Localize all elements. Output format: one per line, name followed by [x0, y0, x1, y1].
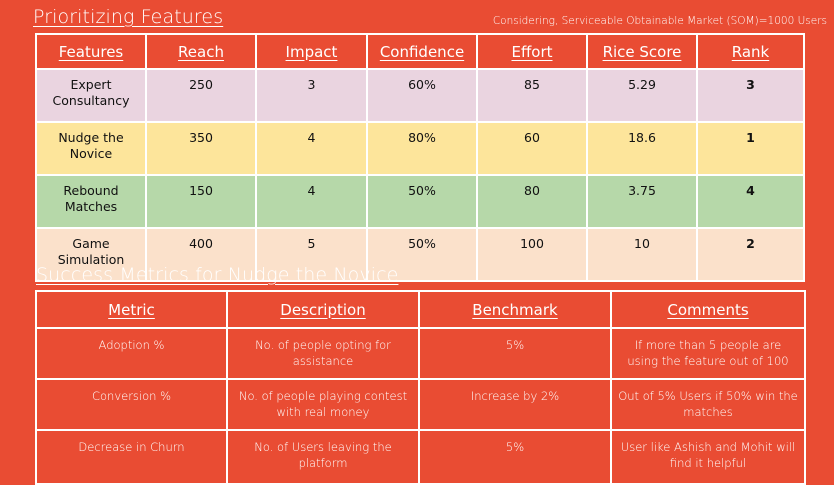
- effort-cell: 60: [476, 121, 588, 176]
- header-rank: Rank: [696, 33, 805, 70]
- feature-row: Rebound Matches 150 4 50% 80 3.75 4: [35, 174, 805, 229]
- benchmark-cell: 5%: [418, 327, 612, 380]
- header-description: Description: [226, 290, 420, 329]
- effort-cell: 100: [476, 227, 588, 282]
- comments-cell: Out of 5% Users if 50% win the matches: [610, 378, 806, 431]
- header-features: Features: [35, 33, 147, 70]
- header-effort: Effort: [476, 33, 588, 70]
- header-comments: Comments: [610, 290, 806, 329]
- rice-score-cell: 3.75: [586, 174, 698, 229]
- header-benchmark: Benchmark: [418, 290, 612, 329]
- confidence-cell: 50%: [366, 174, 478, 229]
- reach-cell: 250: [145, 68, 257, 123]
- metrics-table: Metric Description Benchmark Comments Ad…: [35, 290, 806, 485]
- header-metric: Metric: [35, 290, 228, 329]
- header-rice-score: Rice Score: [586, 33, 698, 70]
- feature-name-cell: Expert Consultancy: [35, 68, 147, 123]
- feature-name-cell: Game Simulation: [35, 227, 147, 282]
- comments-cell: If more than 5 people are using the feat…: [610, 327, 806, 380]
- feature-row: Expert Consultancy 250 3 60% 85 5.29 3: [35, 68, 805, 123]
- rank-cell: 2: [696, 227, 805, 282]
- impact-cell: 5: [255, 227, 368, 282]
- rice-score-cell: 18.6: [586, 121, 698, 176]
- rank-cell: 3: [696, 68, 805, 123]
- feature-row: Nudge the Novice 350 4 80% 60 18.6 1: [35, 121, 805, 176]
- rank-cell: 1: [696, 121, 805, 176]
- description-cell: No. of people opting for assistance: [226, 327, 420, 380]
- header-impact: Impact: [255, 33, 368, 70]
- impact-cell: 4: [255, 121, 368, 176]
- metric-cell: Decrease in Churn: [35, 429, 228, 485]
- effort-cell: 85: [476, 68, 588, 123]
- features-header-row: Features Reach Impact Confidence Effort …: [35, 33, 805, 70]
- metrics-section-title: Success Metrics for Nudge the Novice: [36, 264, 399, 286]
- metric-row: Adoption % No. of people opting for assis…: [35, 327, 806, 380]
- features-section-title: Prioritizing Features: [33, 6, 224, 28]
- confidence-cell: 60%: [366, 68, 478, 123]
- rice-score-cell: 5.29: [586, 68, 698, 123]
- reach-cell: 400: [145, 227, 257, 282]
- rice-score-cell: 10: [586, 227, 698, 282]
- benchmark-cell: 5%: [418, 429, 612, 485]
- header-confidence: Confidence: [366, 33, 478, 70]
- metric-row: Decrease in Churn No. of Users leaving th…: [35, 429, 806, 485]
- feature-row: Game Simulation 400 5 50% 100 10 2: [35, 227, 805, 282]
- description-cell: No. of Users leaving the platform: [226, 429, 420, 485]
- reach-cell: 350: [145, 121, 257, 176]
- rank-cell: 4: [696, 174, 805, 229]
- comments-cell: User like Ashish and Mohit will find it …: [610, 429, 806, 485]
- features-table: Features Reach Impact Confidence Effort …: [35, 33, 805, 282]
- feature-name-cell: Nudge the Novice: [35, 121, 147, 176]
- effort-cell: 80: [476, 174, 588, 229]
- som-note: Considering, Serviceable Obtainable Mark…: [492, 15, 827, 27]
- impact-cell: 4: [255, 174, 368, 229]
- description-cell: No. of people playing contest with real …: [226, 378, 420, 431]
- metric-cell: Conversion %: [35, 378, 228, 431]
- impact-cell: 3: [255, 68, 368, 123]
- confidence-cell: 50%: [366, 227, 478, 282]
- reach-cell: 150: [145, 174, 257, 229]
- benchmark-cell: Increase by 2%: [418, 378, 612, 431]
- metric-row: Conversion % No. of people playing contes…: [35, 378, 806, 431]
- metric-cell: Adoption %: [35, 327, 228, 380]
- metrics-header-row: Metric Description Benchmark Comments: [35, 290, 806, 329]
- confidence-cell: 80%: [366, 121, 478, 176]
- feature-name-cell: Rebound Matches: [35, 174, 147, 229]
- header-reach: Reach: [145, 33, 257, 70]
